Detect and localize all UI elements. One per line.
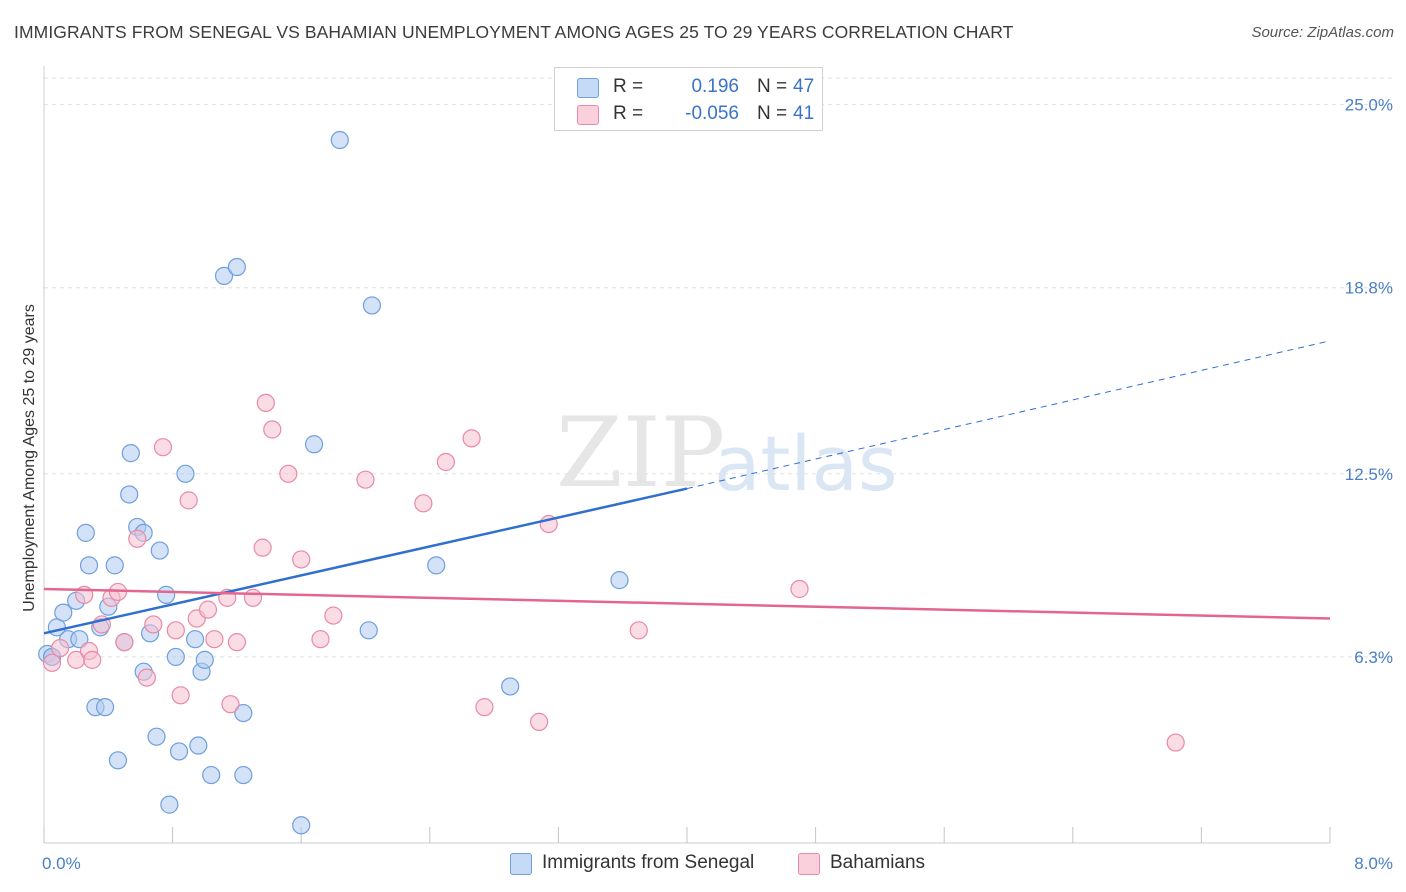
senegal-point — [189, 736, 208, 755]
senegal-point — [76, 523, 95, 542]
senegal-point — [166, 647, 185, 667]
senegal-point — [70, 630, 89, 649]
senegal-point — [176, 464, 195, 483]
trendlines — [43, 340, 1331, 635]
points — [38, 130, 1185, 835]
bahamian-point — [221, 695, 240, 714]
senegal-point — [54, 603, 73, 622]
bottom-legend-swatch-pink — [798, 853, 820, 875]
legend-n-label: N = — [757, 76, 788, 97]
y-tick-label: 12.5% — [1345, 465, 1393, 484]
y-tick-label: 25.0% — [1345, 96, 1393, 115]
bahamian-point — [1166, 733, 1185, 752]
bahamian-point — [171, 686, 190, 705]
bahamian-point — [292, 550, 311, 569]
bahamian-point — [137, 668, 156, 687]
y-tick-label: 6.3% — [1354, 648, 1393, 667]
bahamian-point — [414, 494, 433, 513]
legend-r-value: -0.056 — [685, 103, 739, 124]
senegal-point — [95, 698, 115, 717]
legend-n-value: 47 — [793, 76, 815, 97]
bahamian-point — [227, 633, 246, 652]
bahamian-point — [462, 429, 481, 448]
bahamian-point — [128, 529, 147, 548]
senegal-point — [157, 585, 176, 604]
bahamian-trendline — [43, 587, 1331, 620]
bahamian-point — [279, 464, 298, 483]
senegal-point — [160, 795, 179, 814]
correlation-legend: R = 0.196 N = 47 R = -0.056 N = 41 — [554, 67, 823, 131]
bahamian-point — [436, 452, 455, 472]
senegal-point — [330, 130, 349, 150]
senegal-point — [186, 630, 205, 649]
senegal-point — [227, 257, 246, 277]
bahamian-point — [42, 653, 62, 672]
bahamian-point — [256, 393, 275, 413]
x-tick-label: 8.0% — [1354, 854, 1393, 873]
senegal-point — [501, 677, 520, 696]
bahamian-point — [83, 650, 102, 669]
senegal-point — [234, 765, 253, 785]
watermark-zip: ZIP — [556, 397, 725, 509]
bahamian-point — [311, 630, 330, 649]
y-axis-label: Unemployment Among Ages 25 to 29 years — [21, 304, 38, 612]
bahamian-point — [198, 600, 218, 619]
bahamian-point — [205, 630, 224, 649]
bahamian-point — [263, 420, 282, 439]
senegal-point — [359, 621, 378, 640]
senegal-point — [105, 556, 124, 575]
senegal-point — [150, 541, 169, 560]
y-tick-label: 18.8% — [1345, 279, 1393, 298]
bahamian-point — [356, 470, 375, 489]
legend-n-label: N = — [757, 103, 788, 124]
senegal-point — [169, 742, 189, 761]
grid-lines — [44, 77, 1392, 658]
bottom-legend-swatch-blue — [510, 853, 532, 875]
bahamian-point — [530, 712, 549, 731]
senegal-trendline — [43, 487, 688, 635]
senegal-point — [108, 751, 128, 770]
chart-title: IMMIGRANTS FROM SENEGAL VS BAHAMIAN UNEM… — [14, 22, 1014, 42]
bottom-legend-label: Bahamians — [830, 852, 926, 873]
source-label: Source: ZipAtlas.com — [1251, 24, 1394, 41]
bahamian-point — [50, 638, 70, 658]
legend-n-value: 41 — [793, 103, 815, 124]
senegal-point — [120, 485, 139, 504]
bahamian-point — [253, 538, 272, 557]
watermark-atlas: atlas — [714, 419, 898, 508]
bahamian-point — [790, 579, 809, 599]
senegal-point — [79, 556, 99, 575]
senegal-point — [202, 765, 221, 785]
senegal-point — [304, 435, 324, 454]
legend-r-label: R = — [613, 76, 644, 97]
axes — [43, 66, 1331, 844]
senegal-point — [362, 296, 382, 315]
legend-swatch-blue — [577, 78, 599, 98]
bahamian-point — [243, 588, 263, 607]
senegal-point — [427, 556, 446, 575]
bottom-legend-label: Immigrants from Senegal — [542, 852, 755, 873]
bahamian-point — [179, 491, 198, 510]
senegal-point — [147, 727, 166, 746]
x-tick-label: 0.0% — [42, 854, 81, 873]
bahamian-point — [166, 621, 185, 640]
senegal-point — [292, 816, 311, 835]
bahamian-point — [153, 438, 173, 457]
bahamian-point — [144, 615, 163, 634]
bahamian-point — [324, 606, 343, 625]
axis-labels: 6.3% 12.5% 18.8% 25.0% 0.0% 8.0% Unemployment … — [21, 96, 1393, 873]
bahamian-point — [475, 698, 494, 717]
bahamian-point — [629, 621, 648, 640]
senegal-point — [214, 266, 234, 285]
senegal-point — [121, 444, 140, 463]
senegal-point — [234, 703, 253, 723]
senegal-point — [195, 650, 214, 669]
senegal-point — [610, 571, 629, 590]
legend-r-value: 0.196 — [691, 76, 739, 97]
legend-swatch-pink — [577, 105, 599, 125]
legend-r-label: R = — [613, 103, 644, 124]
bahamian-point — [115, 633, 134, 652]
